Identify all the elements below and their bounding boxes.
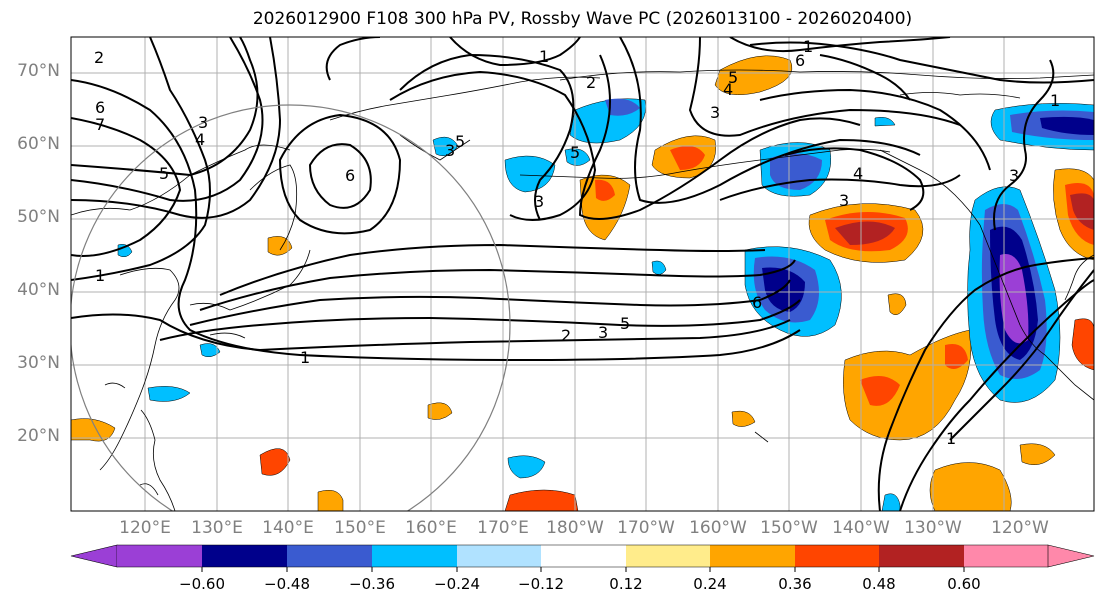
colorbar-tick-label: 0.12 [609,575,643,593]
lon-label: 150°E [334,518,386,538]
lon-label: 160°E [405,518,457,538]
lon-label: 170°E [477,518,529,538]
lon-label: 140°W [832,518,890,538]
contour-label: 4 [723,80,733,99]
colorbar-extend-right [1047,544,1095,568]
colorbar-bin [457,545,541,567]
colorbar-tick-label: 0.24 [693,575,727,593]
colorbar-bin [541,545,626,567]
colorbar-tick-label: 0.60 [947,575,981,593]
contour-label: 3 [839,191,849,210]
colorbar-tick-label: −0.36 [349,575,395,593]
coastlines [71,69,1094,511]
lon-label: 120°W [991,518,1049,538]
contour-label: 6 [752,293,762,312]
contour-labels: 2 6 7 3 4 5 6 1 1 2 3 5 6 1 3 6 5 4 4 3 … [94,37,1060,448]
contour-label: 4 [853,164,863,183]
colorbar-bin [710,545,795,567]
contour-label: 3 [198,113,208,132]
map-title: 2026012900 F108 300 hPa PV, Rossby Wave … [252,9,913,29]
colorbar-tick-label: −0.48 [264,575,310,593]
contour-label: 5 [570,143,580,162]
lon-label: 160°W [689,518,747,538]
colorbar-bin [287,545,372,567]
colorbar-tick-label: −0.12 [518,575,564,593]
lon-label: 150°W [760,518,818,538]
contour-label: 3 [1009,166,1019,185]
colorbar-extend-left [70,544,118,568]
lon-label: 180°W [546,518,604,538]
colorbar-bin [795,545,879,567]
contour-label: 7 [95,115,105,134]
colorbar-tick-label: 0.36 [778,575,812,593]
lon-label: 170°W [617,518,675,538]
contour-label: 2 [94,48,104,67]
contour-label: 3 [710,103,720,122]
contour-label: 6 [345,166,355,185]
contour-label: 6 [795,51,805,70]
lat-label: 40°N [17,280,60,300]
contour-label: 1 [300,348,310,367]
colorbar-bin [879,545,964,567]
contour-label: 5 [455,132,465,151]
contour-label: 1 [1050,91,1060,110]
colorbar [70,544,1095,572]
contour-label: 3 [534,192,544,211]
lat-label: 60°N [17,134,60,154]
lat-label: 50°N [17,207,60,227]
contour-label: 4 [195,130,205,149]
colorbar-bin [117,545,202,567]
lat-label: 20°N [17,426,60,446]
map-frame [70,36,1095,512]
contour-label: 1 [946,429,956,448]
contour-label: 5 [159,164,169,183]
colorbar-tick-label: −0.24 [434,575,480,593]
contour-label: 1 [803,37,813,56]
lat-label: 70°N [17,61,60,81]
contour-label: 5 [620,314,630,333]
contour-label: 6 [95,98,105,117]
contour-label: 5 [728,68,738,87]
colorbar-bin [964,545,1048,567]
lon-label: 130°W [904,518,962,538]
colorbar-tick-label: −0.60 [179,575,225,593]
colorbar-bin [372,545,457,567]
contour-label: 3 [598,323,608,342]
lon-label: 120°E [119,518,171,538]
contour-label: 2 [586,73,596,92]
reference-circle [71,104,511,511]
lon-label: 130°E [191,518,243,538]
negative-anomaly-fill [117,98,1094,511]
contour-label: 1 [539,47,549,66]
contour-label: 1 [95,266,105,285]
colorbar-tick-label: 0.48 [862,575,896,593]
lat-label: 30°N [17,353,60,373]
contour-label: 2 [561,326,571,345]
contour-label: 3 [445,141,455,160]
colorbar-bin [202,545,287,567]
colorbar-bin [626,545,710,567]
pv-contours [71,37,1094,511]
lon-label: 140°E [262,518,314,538]
